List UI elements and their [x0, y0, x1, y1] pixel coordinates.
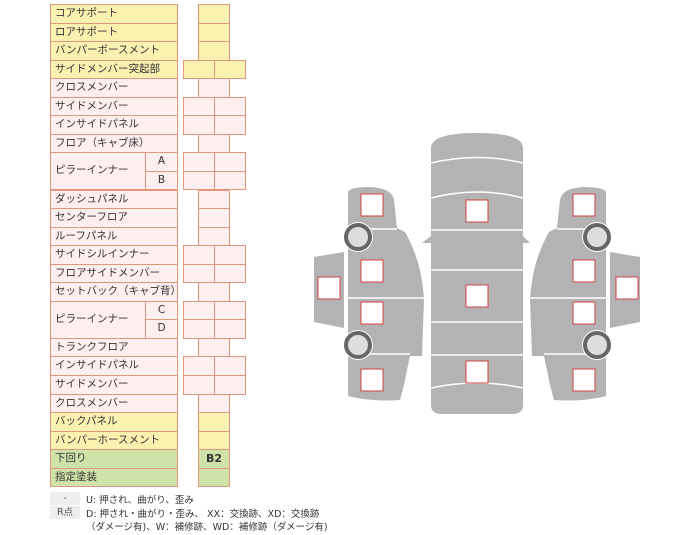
row-label: フロア（キャブ床） [50, 133, 178, 154]
damage-marker-box[interactable] [572, 301, 596, 325]
row-label: クロスメンバー [50, 393, 178, 414]
row-label: バンパーボースメント [50, 41, 178, 61]
row-label: フロアサイドメンバー [50, 263, 178, 284]
row-label: クロスメンバー [50, 78, 178, 98]
value-cell[interactable] [214, 115, 246, 135]
damage-marker-box[interactable] [572, 368, 596, 392]
damage-marker-box[interactable] [360, 259, 384, 283]
row-label: バックパネル [50, 412, 178, 432]
value-cell[interactable]: B2 [198, 449, 230, 469]
value-cell[interactable] [214, 170, 246, 191]
value-cell[interactable] [198, 467, 230, 488]
damage-marker-box[interactable] [572, 193, 596, 217]
damage-marker-box[interactable] [465, 284, 489, 308]
row-label: センターフロア [50, 208, 178, 228]
legend-text-d2: （ダメージ有)、W：補修跡、WD：補修跡（ダメージ有) [86, 522, 328, 533]
damage-marker-box[interactable] [465, 360, 489, 384]
row-label: サイドメンバー突起部 [50, 59, 178, 80]
row-label: サイドメンバー [50, 96, 178, 117]
damage-marker-box[interactable] [317, 276, 341, 300]
row-label: 指定塗装 [50, 467, 178, 488]
row-label: ピラーインナー [50, 152, 146, 191]
value-cell[interactable] [214, 263, 246, 284]
legend-key-r: R点 [50, 506, 80, 519]
damage-marker-box[interactable] [572, 259, 596, 283]
tires [343, 222, 612, 360]
row-label: インサイドパネル [50, 115, 178, 135]
row-label: ピラーインナー [50, 300, 146, 339]
value-cell[interactable] [214, 375, 246, 395]
legend-key-dash: - [50, 492, 80, 505]
row-label: バンパーホースメント [50, 430, 178, 451]
row-label: サイドシルインナー [50, 245, 178, 265]
legend-text-d: D: 押され・曲がり・歪み、 XX：交換跡、XD：交換跡 [86, 509, 320, 520]
damage-marker-box[interactable] [360, 301, 384, 325]
value-cell[interactable] [214, 59, 246, 80]
row-sublabel: C [145, 300, 178, 321]
legend-text-u: U: 押され、曲がり、歪み [86, 495, 194, 506]
damage-marker-box[interactable] [360, 368, 384, 392]
damage-marker-box[interactable] [465, 199, 489, 223]
row-sublabel: A [145, 152, 178, 172]
damage-marker-box[interactable] [360, 193, 384, 217]
damage-marker-box[interactable] [615, 276, 639, 300]
value-cell[interactable] [214, 319, 246, 339]
